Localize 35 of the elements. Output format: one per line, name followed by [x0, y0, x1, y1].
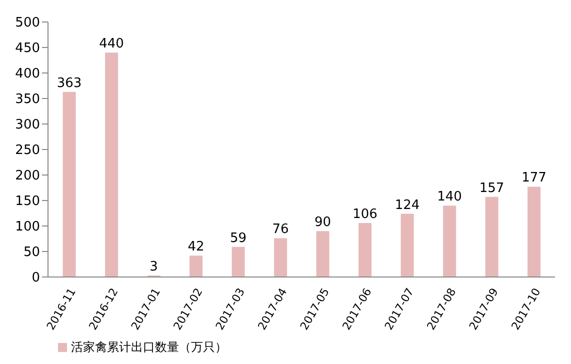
- bar: [274, 238, 288, 277]
- data-label: 124: [394, 198, 420, 213]
- data-label: 440: [99, 36, 124, 52]
- bar: [190, 256, 203, 277]
- legend-label: 活家禽累计出口数量（万只）: [71, 340, 227, 354]
- data-label: 90: [314, 215, 332, 230]
- y-tick-label: 150: [15, 194, 40, 210]
- y-tick-label: 200: [15, 168, 40, 184]
- y-tick-label: 400: [15, 66, 40, 82]
- data-label: 140: [437, 190, 462, 205]
- bar: [485, 196, 498, 277]
- bar: [316, 231, 330, 277]
- data-label: 3: [150, 259, 158, 274]
- bar: [443, 206, 456, 277]
- bar: [232, 246, 245, 277]
- y-tick-label: 250: [15, 143, 40, 158]
- y-tick-label: 500: [15, 16, 40, 31]
- data-label: 177: [522, 170, 546, 186]
- bar: [62, 92, 76, 277]
- data-label: 106: [352, 206, 378, 222]
- y-tick-label: 50: [23, 245, 40, 260]
- y-tick-label: 450: [15, 41, 40, 56]
- bar: [358, 222, 372, 277]
- data-label: 59: [230, 230, 247, 246]
- bar: [105, 52, 118, 277]
- bar: [400, 214, 414, 277]
- data-label: 76: [272, 222, 289, 238]
- y-tick-label: 100: [15, 220, 40, 235]
- y-tick-label: 0: [32, 270, 40, 286]
- data-label: 157: [479, 180, 504, 196]
- data-label: 363: [56, 76, 82, 91]
- data-label: 42: [188, 240, 204, 255]
- bar: [528, 186, 541, 277]
- y-tick-label: 350: [15, 92, 40, 108]
- y-tick-label: 300: [15, 118, 40, 133]
